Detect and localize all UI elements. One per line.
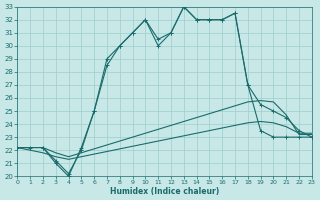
X-axis label: Humidex (Indice chaleur): Humidex (Indice chaleur) xyxy=(110,187,219,196)
